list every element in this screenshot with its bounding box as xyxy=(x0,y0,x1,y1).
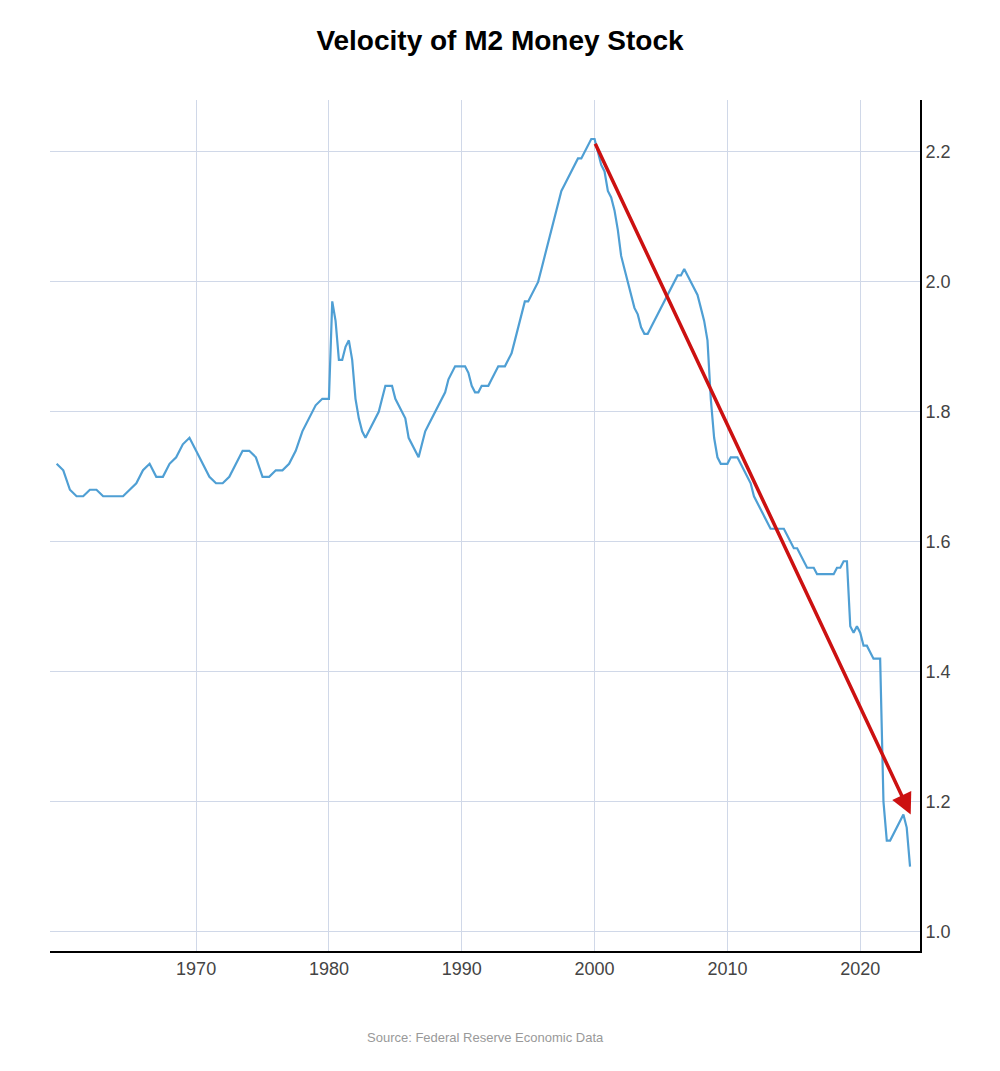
svg-text:2.0: 2.0 xyxy=(926,272,951,292)
svg-text:1.4: 1.4 xyxy=(926,662,951,682)
svg-text:1.2: 1.2 xyxy=(926,792,951,812)
svg-text:2000: 2000 xyxy=(575,959,615,979)
svg-text:1.6: 1.6 xyxy=(926,532,951,552)
svg-text:1980: 1980 xyxy=(309,959,349,979)
svg-text:Source: Federal Reserve Econom: Source: Federal Reserve Economic Data xyxy=(367,1030,604,1045)
svg-text:2010: 2010 xyxy=(707,959,747,979)
svg-text:2.2: 2.2 xyxy=(926,142,951,162)
svg-text:1.0: 1.0 xyxy=(926,922,951,942)
svg-text:2020: 2020 xyxy=(840,959,880,979)
svg-text:1970: 1970 xyxy=(176,959,216,979)
svg-text:1.8: 1.8 xyxy=(926,402,951,422)
svg-text:1990: 1990 xyxy=(442,959,482,979)
svg-text:Velocity of M2 Money Stock: Velocity of M2 Money Stock xyxy=(316,25,684,56)
